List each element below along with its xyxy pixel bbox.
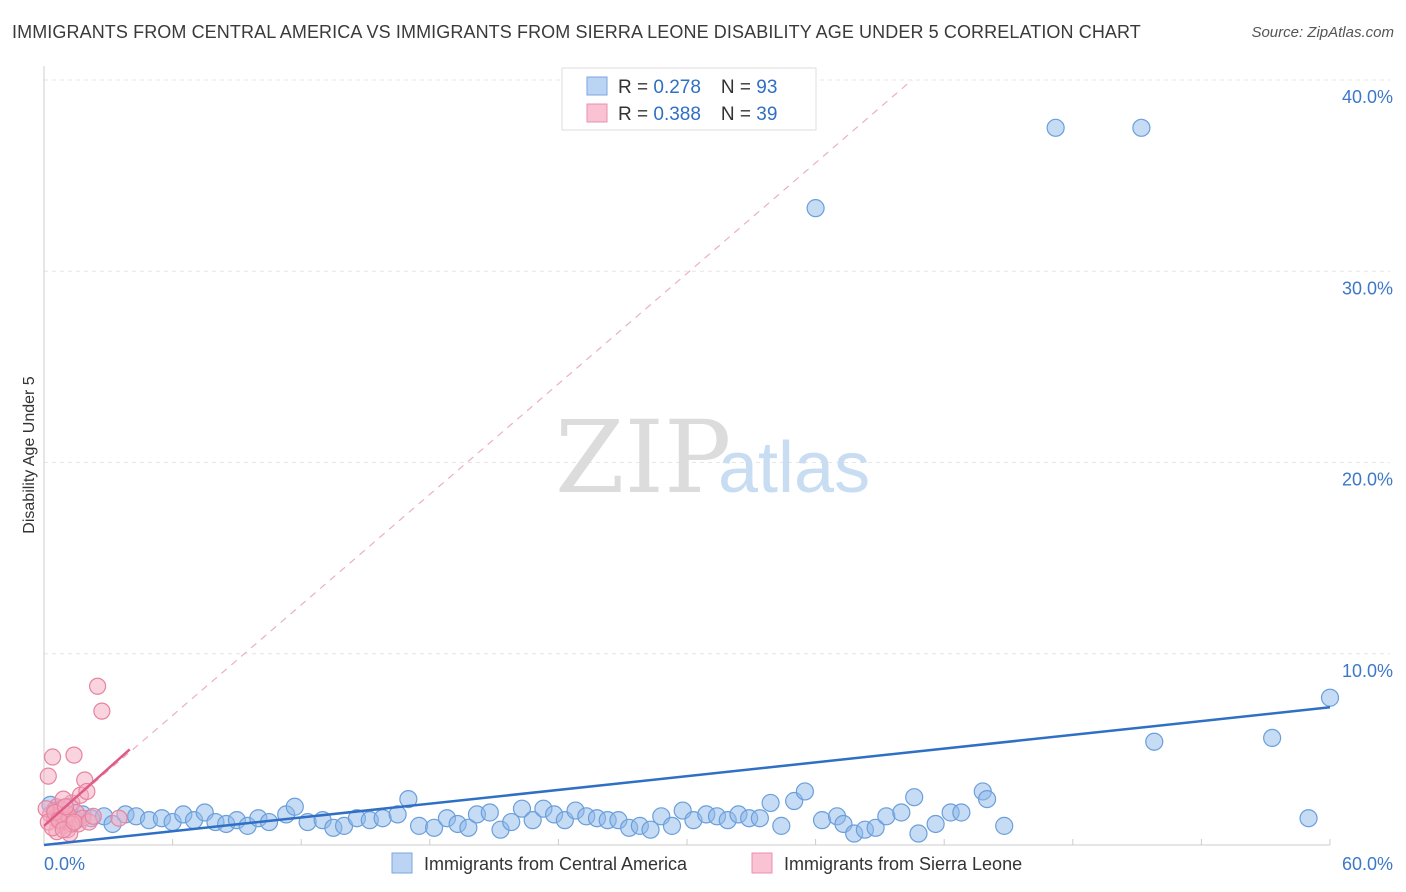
y-axis-label: Disability Age Under 5 xyxy=(21,376,38,534)
bottom-legend: Immigrants from Central America Immigran… xyxy=(391,852,1022,874)
point-sierra-leone-10 xyxy=(65,746,83,764)
data-points xyxy=(37,118,1340,847)
point-central-america-83 xyxy=(952,803,971,822)
point-central-america-79 xyxy=(905,788,924,807)
trend-line-sierra-leone xyxy=(43,748,131,827)
legend: R = 0.278 N = 93 R = 0.388 N = 39 xyxy=(561,67,817,131)
bottom-legend-label-sierra-leone: Immigrants from Sierra Leone xyxy=(784,854,1022,874)
bottom-legend-label-central-america: Immigrants from Central America xyxy=(424,854,688,874)
point-central-america-77 xyxy=(877,807,896,826)
point-central-america-88 xyxy=(1132,118,1151,137)
bottom-legend-swatch-sierra-leone xyxy=(751,852,773,874)
point-central-america-78 xyxy=(892,803,911,822)
y-tick-label-1: 20.0% xyxy=(1342,470,1393,490)
point-sierra-leone-18 xyxy=(84,807,102,825)
legend-n-label: N = xyxy=(721,104,756,125)
y-tick-label-2: 30.0% xyxy=(1342,278,1393,298)
point-central-america-90 xyxy=(1145,732,1164,751)
point-central-america-34 xyxy=(399,789,418,809)
tick-labels: 10.0% 20.0% 30.0% 40.0% 0.0% 60.0% xyxy=(44,87,1393,874)
legend-r-value: 0.278 xyxy=(653,77,701,98)
point-central-america-41 xyxy=(480,803,499,822)
point-sierra-leone-1 xyxy=(43,748,62,766)
point-central-america-86 xyxy=(995,816,1014,835)
y-tick-label-3: 40.0% xyxy=(1342,87,1393,107)
legend-n-value: 39 xyxy=(756,104,777,125)
legend-n-label: N = xyxy=(721,77,756,98)
point-central-america-56 xyxy=(641,820,660,839)
point-central-america-76 xyxy=(866,818,885,837)
x-tick-label-0: 0.0% xyxy=(44,854,85,874)
grid-lines xyxy=(44,79,1390,655)
point-central-america-91 xyxy=(1263,728,1282,748)
point-central-america-35 xyxy=(409,816,429,835)
point-central-america-81 xyxy=(926,814,945,834)
point-sierra-leone-38 xyxy=(110,809,128,827)
watermark-atlas: atlas xyxy=(718,428,870,508)
point-central-america-25 xyxy=(285,797,304,816)
point-sierra-leone-20 xyxy=(93,702,111,720)
point-sierra-leone-0 xyxy=(39,767,57,785)
point-central-america-45 xyxy=(523,811,542,830)
point-central-america-80 xyxy=(909,824,928,843)
point-central-america-68 xyxy=(772,816,791,835)
point-central-america-44 xyxy=(512,799,532,818)
axes xyxy=(43,66,1331,846)
point-central-america-89 xyxy=(806,199,825,218)
legend-r-label: R = xyxy=(618,77,653,98)
bottom-legend-swatch-central-america xyxy=(391,852,413,874)
point-central-america-39 xyxy=(459,818,478,837)
point-sierra-leone-37 xyxy=(65,813,83,831)
source-credit: Source: ZipAtlas.com xyxy=(1251,24,1394,41)
point-central-america-32 xyxy=(373,809,392,828)
legend-r-value: 0.388 xyxy=(653,104,701,125)
point-sierra-leone-16 xyxy=(78,782,96,801)
point-central-america-85 xyxy=(977,789,997,809)
point-central-america-36 xyxy=(424,818,444,837)
point-central-america-58 xyxy=(662,816,682,835)
trend-extension-sierra-leone xyxy=(43,79,913,827)
legend-r-label: R = xyxy=(618,104,653,125)
chart-title: IMMIGRANTS FROM CENTRAL AMERICA VS IMMIG… xyxy=(12,22,1141,42)
point-central-america-67 xyxy=(761,793,780,813)
trend-lines xyxy=(43,79,913,827)
legend-swatch-central-america xyxy=(586,76,608,96)
point-central-america-71 xyxy=(812,811,832,830)
point-central-america-92 xyxy=(1320,688,1340,707)
legend-row-sierra-leone: R = 0.388 N = 39 xyxy=(618,104,777,125)
point-central-america-93 xyxy=(1299,809,1318,828)
point-central-america-66 xyxy=(750,809,769,828)
point-central-america-87 xyxy=(1046,118,1065,137)
y-tick-label-0: 10.0% xyxy=(1342,661,1393,681)
point-central-america-43 xyxy=(502,812,521,832)
watermark: ZIP atlas xyxy=(555,399,870,516)
point-central-america-70 xyxy=(795,782,814,801)
point-sierra-leone-19 xyxy=(88,677,107,695)
legend-n-value: 93 xyxy=(756,77,777,98)
legend-row-central-america: R = 0.278 N = 93 xyxy=(618,77,777,98)
trend-line-central-america xyxy=(43,706,1331,847)
x-tick-label-1: 60.0% xyxy=(1342,854,1393,874)
legend-swatch-sierra-leone xyxy=(586,103,608,123)
watermark-zip: ZIP xyxy=(555,399,731,516)
